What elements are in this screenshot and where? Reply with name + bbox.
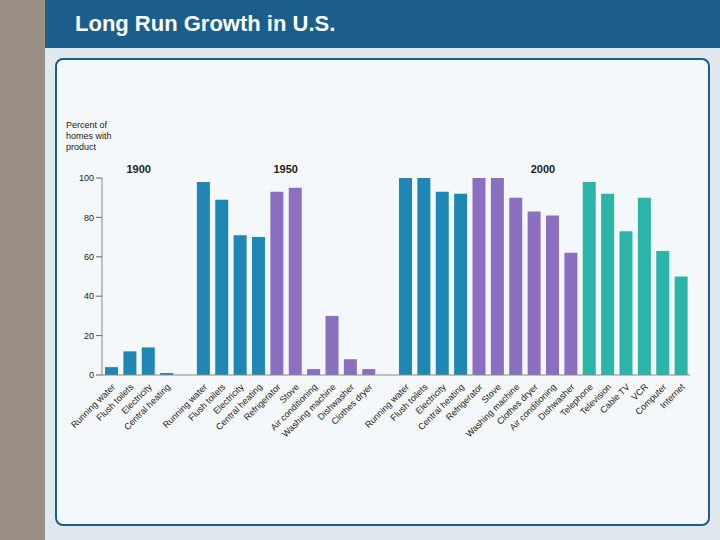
svg-text:Refrigerator: Refrigerator	[241, 381, 283, 423]
svg-text:Clothes dryer: Clothes dryer	[329, 381, 375, 427]
svg-text:Flush toilets: Flush toilets	[186, 381, 228, 423]
svg-text:Clothes dryer: Clothes dryer	[494, 381, 540, 427]
html-text:Percent of homes with product: Percent of homes with product	[66, 120, 112, 152]
svg-text:Stove: Stove	[479, 381, 503, 406]
svg-text:Electricity: Electricity	[413, 381, 448, 417]
svg-text:Central heating: Central heating	[416, 381, 467, 433]
svg-text:40: 40	[84, 291, 94, 301]
svg-text:1950: 1950	[274, 163, 298, 175]
svg-text:Washing machine: Washing machine	[280, 381, 338, 440]
svg-text:Electricity: Electricity	[211, 381, 246, 417]
svg-text:100: 100	[79, 173, 94, 183]
svg-text:Stove: Stove	[277, 381, 301, 406]
svg-text:80: 80	[84, 213, 94, 223]
svg-text:Running water: Running water	[160, 381, 209, 430]
svg-text:Computer: Computer	[633, 381, 669, 417]
svg-text:Internet: Internet	[658, 382, 687, 411]
svg-text:Running water: Running water	[69, 381, 118, 430]
html-text:Long Run Growth in U.S.: Long Run Growth in U.S.	[75, 11, 336, 36]
svg-text:20: 20	[84, 331, 94, 341]
svg-text:Central heating: Central heating	[213, 381, 265, 433]
svg-text:VCR: VCR	[629, 381, 650, 403]
svg-text:Air conditioning: Air conditioning	[268, 381, 320, 433]
svg-text:Flush toilets: Flush toilets	[388, 381, 430, 423]
svg-text:Cable TV: Cable TV	[598, 382, 631, 415]
svg-text:Washing machine: Washing machine	[464, 381, 522, 440]
svg-text:0: 0	[89, 370, 94, 380]
svg-text:Central heating: Central heating	[122, 381, 173, 433]
svg-text:Refrigerator: Refrigerator	[443, 381, 485, 423]
svg-text:Dishwasher: Dishwasher	[315, 381, 356, 423]
svg-text:Flush toilets: Flush toilets	[94, 381, 136, 423]
svg-text:Telephone: Telephone	[558, 381, 595, 419]
svg-text:1900: 1900	[127, 163, 151, 175]
svg-text:Television: Television	[578, 381, 614, 417]
svg-text:60: 60	[84, 252, 94, 262]
svg-text:2000: 2000	[531, 163, 555, 175]
svg-text:Electricity: Electricity	[119, 381, 154, 417]
svg-text:Running water: Running water	[363, 381, 412, 430]
svg-text:Air conditioning: Air conditioning	[507, 381, 559, 433]
svg-text:Dishwasher: Dishwasher	[536, 381, 577, 423]
